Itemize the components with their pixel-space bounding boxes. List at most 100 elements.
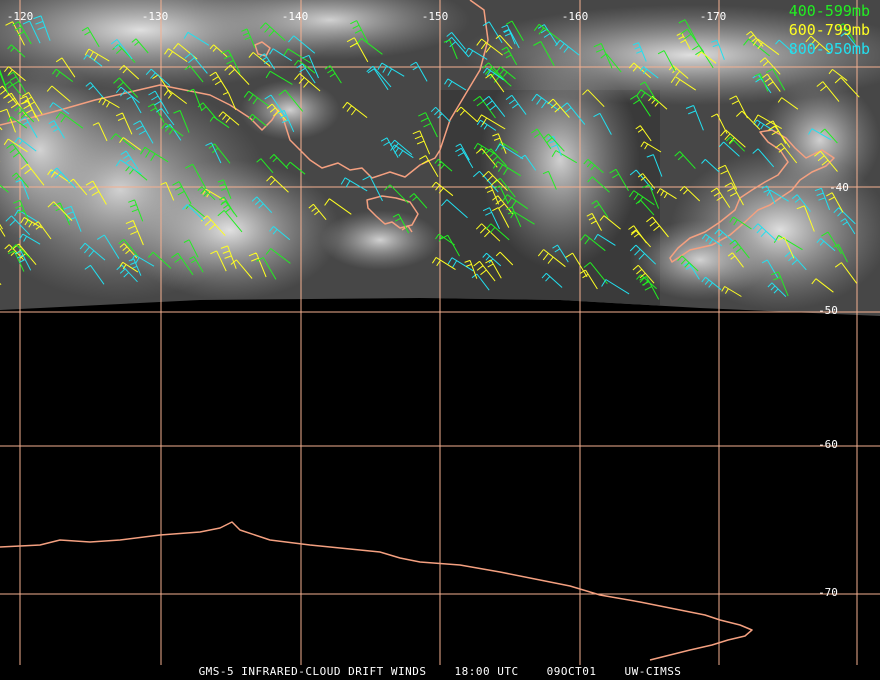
wind-barb xyxy=(510,211,535,225)
wind-barb xyxy=(412,130,431,155)
wind-barb xyxy=(251,196,273,214)
wind-barb xyxy=(542,170,557,190)
wind-barb xyxy=(119,243,138,259)
wind-barb xyxy=(447,257,474,272)
wind-barb xyxy=(85,180,107,205)
wind-barb xyxy=(33,15,51,41)
wind-barb xyxy=(635,125,652,142)
wind-barb xyxy=(49,102,70,115)
wind-barb xyxy=(48,120,65,139)
lat-label: -70 xyxy=(818,586,838,599)
wind-barb xyxy=(7,116,28,129)
wind-barb xyxy=(98,97,120,109)
wind-barb xyxy=(593,112,612,135)
wind-barb xyxy=(501,46,518,66)
wind-barb xyxy=(636,89,660,104)
wind-barb xyxy=(81,26,100,48)
wind-barb xyxy=(505,206,522,228)
wind-barb xyxy=(288,35,316,54)
wind-barb xyxy=(110,133,136,151)
wind-barb xyxy=(3,138,28,153)
image-caption: GMS-5 INFRARED-CLOUD DRIFT WINDS 18:00 UT… xyxy=(0,665,880,678)
wind-barb xyxy=(294,59,316,74)
wind-barb xyxy=(14,106,35,123)
wind-barb xyxy=(441,234,460,257)
wind-barb xyxy=(583,158,604,174)
wind-barb xyxy=(765,120,787,144)
wind-barb xyxy=(184,65,204,83)
wind-barb xyxy=(547,135,562,156)
wind-barb xyxy=(441,199,468,219)
wind-barb xyxy=(444,78,467,91)
coastlines xyxy=(0,0,835,661)
wind-barb xyxy=(648,95,668,110)
wind-barb xyxy=(185,163,207,189)
wind-barb xyxy=(131,38,149,54)
wind-barb xyxy=(711,39,725,60)
wind-barb xyxy=(476,38,503,56)
wind-barb xyxy=(20,216,43,229)
wind-barb xyxy=(197,186,216,201)
wind-barb xyxy=(685,105,704,131)
wind-barb xyxy=(767,282,787,297)
wind-barb xyxy=(505,94,527,115)
wind-barb xyxy=(814,150,838,172)
wind-barb xyxy=(639,81,656,99)
wind-barb xyxy=(324,65,342,84)
wind-barb xyxy=(579,269,598,290)
wind-barb xyxy=(761,259,779,278)
lat-label: -50 xyxy=(818,304,838,317)
wind-barb xyxy=(131,254,155,267)
wind-barb xyxy=(302,54,319,79)
wind-barb xyxy=(720,129,746,148)
wind-barb xyxy=(591,200,609,218)
wind-barb xyxy=(256,257,277,280)
wind-barb xyxy=(221,49,241,74)
lat-label: -40 xyxy=(829,181,849,194)
wind-barb xyxy=(583,262,608,285)
wind-barb xyxy=(471,273,490,291)
wind-barb xyxy=(729,239,750,259)
lon-label: -150 xyxy=(422,10,449,23)
wind-barb xyxy=(0,184,9,193)
wind-barb xyxy=(775,143,798,164)
wind-barb xyxy=(791,194,811,212)
wind-barb xyxy=(821,231,842,255)
wind-barb xyxy=(362,175,383,202)
wind-barb xyxy=(482,21,503,44)
wind-barb xyxy=(0,227,6,237)
wind-barb xyxy=(670,76,696,91)
wind-barb xyxy=(735,110,761,130)
wind-barb xyxy=(92,122,108,142)
lat-lon-grid xyxy=(0,0,880,665)
longitude-labels: -120 -130 -140 -150 -160 -170 xyxy=(7,10,727,23)
wind-barb xyxy=(485,185,500,205)
wind-barb xyxy=(714,228,736,244)
wind-barb xyxy=(308,203,327,221)
wind-barb xyxy=(718,141,740,157)
wind-barb xyxy=(20,163,45,186)
wind-barb xyxy=(646,154,663,177)
wind-barb xyxy=(187,88,203,111)
wind-barb xyxy=(753,119,773,131)
wind-barb xyxy=(814,187,831,211)
wind-barb xyxy=(637,173,656,189)
caption-source: UW-CIMSS xyxy=(624,665,682,678)
wind-barb xyxy=(640,141,662,153)
wind-barb xyxy=(632,264,655,284)
wind-barb xyxy=(729,95,748,119)
wind-barb xyxy=(725,136,745,152)
wind-barb xyxy=(533,41,555,67)
wind-barb xyxy=(269,226,291,241)
wind-barb xyxy=(837,23,856,43)
wind-barb xyxy=(811,278,834,293)
wind-barb xyxy=(628,225,647,244)
wind-barb xyxy=(492,207,510,228)
lon-label: -140 xyxy=(282,10,309,23)
new-zealand-coast xyxy=(669,129,835,263)
wind-barb xyxy=(482,95,506,118)
wind-barb xyxy=(4,66,26,82)
wind-barb xyxy=(125,220,144,246)
wind-barb xyxy=(551,150,578,164)
wind-barb xyxy=(119,261,139,273)
